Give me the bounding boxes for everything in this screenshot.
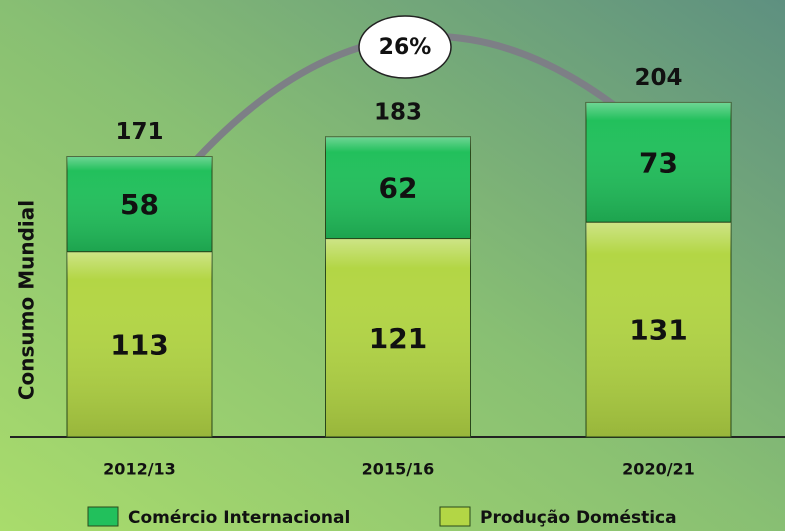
segment-label: 58 — [120, 188, 159, 221]
bar-shine — [586, 222, 731, 437]
bar-shine — [586, 102, 731, 223]
total-label: 171 — [115, 119, 163, 145]
total-label: 204 — [634, 65, 682, 91]
legend-swatch — [87, 506, 119, 527]
x-tick-label: 2012/13 — [103, 460, 176, 479]
bar-shine — [67, 251, 212, 437]
legend-swatch — [439, 506, 471, 527]
total-label: 183 — [374, 99, 422, 125]
bar-shine — [325, 238, 471, 437]
x-tick-label: 2020/21 — [622, 460, 695, 479]
segment-label: 121 — [369, 322, 427, 355]
annotation: 26% — [379, 35, 432, 60]
segment-label: 62 — [379, 172, 418, 205]
segment-label: 73 — [639, 146, 678, 179]
x-tick-label: 2015/16 — [362, 460, 435, 479]
segment-label: 131 — [629, 314, 687, 347]
legend-label: Produção Doméstica — [480, 508, 677, 528]
segment-label: 113 — [110, 328, 168, 361]
bar-shine — [325, 136, 471, 239]
bar-shine — [67, 156, 212, 252]
legend-label: Comércio Internacional — [128, 508, 350, 528]
y-axis-label: Consumo Mundial — [15, 200, 39, 400]
annotation-bubble — [358, 15, 452, 79]
